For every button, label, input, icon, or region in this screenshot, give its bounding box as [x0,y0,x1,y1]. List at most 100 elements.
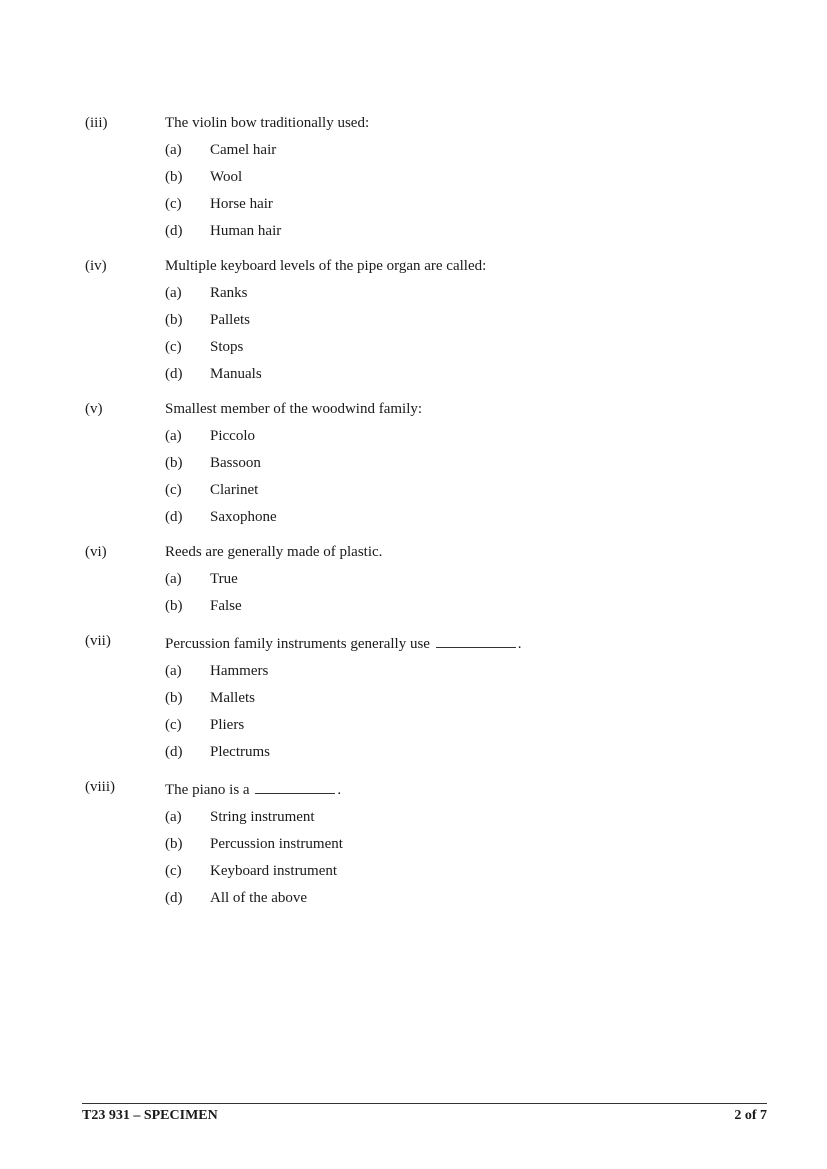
question-stem: Percussion family instruments generally … [165,633,747,653]
question: (vii)Percussion family instruments gener… [85,633,747,761]
option-label: (b) [165,598,210,615]
footer-page-number: 2 of 7 [734,1108,767,1124]
option-label: (c) [165,196,210,213]
option-row: (a)String instrument [165,809,747,826]
option-label: (b) [165,455,210,472]
option-row: (d)Saxophone [165,509,747,526]
footer-doc-id: T23 931 – SPECIMEN [82,1108,218,1124]
question-header: (viii)The piano is a . [85,779,747,799]
option-text: Wool [210,169,242,186]
question-header: (v)Smallest member of the woodwind famil… [85,401,747,418]
options-list: (a)Piccolo(b)Bassoon(c)Clarinet(d)Saxoph… [165,428,747,526]
option-label: (b) [165,690,210,707]
option-label: (c) [165,863,210,880]
option-text: Percussion instrument [210,836,343,853]
page-body: (iii)The violin bow traditionally used:(… [0,0,827,985]
option-row: (b)Mallets [165,690,747,707]
option-label: (a) [165,571,210,588]
option-row: (a)Camel hair [165,142,747,159]
option-row: (b)Bassoon [165,455,747,472]
option-row: (c)Clarinet [165,482,747,499]
option-row: (d)Manuals [165,366,747,383]
option-label: (c) [165,717,210,734]
option-label: (c) [165,482,210,499]
option-row: (b)Pallets [165,312,747,329]
option-text: Clarinet [210,482,258,499]
option-row: (c)Pliers [165,717,747,734]
question-stem-text: The violin bow traditionally used: [165,115,369,131]
option-text: Hammers [210,663,268,680]
option-row: (c)Stops [165,339,747,356]
option-text: All of the above [210,890,307,907]
options-list: (a)String instrument (b)Percussion instru… [165,809,747,907]
question-stem-text: Percussion family instruments generally … [165,636,434,652]
option-row: (d)All of the above [165,890,747,907]
question-stem-suffix: . [518,636,522,652]
option-row: (d)Human hair [165,223,747,240]
questions-list: (iii)The violin bow traditionally used:(… [85,115,747,907]
option-row: (a)Piccolo [165,428,747,445]
option-text: Mallets [210,690,255,707]
question: (iii)The violin bow traditionally used:(… [85,115,747,240]
option-text: Keyboard instrument [210,863,337,880]
option-row: (b)False [165,598,747,615]
option-row: (a)True [165,571,747,588]
question-number: (iv) [85,258,165,275]
question: (v)Smallest member of the woodwind famil… [85,401,747,526]
option-text: Plectrums [210,744,270,761]
option-label: (a) [165,428,210,445]
question-header: (iii)The violin bow traditionally used: [85,115,747,132]
question-stem-suffix: . [337,782,341,798]
question-stem: Smallest member of the woodwind family: [165,401,747,418]
option-label: (b) [165,312,210,329]
question-number: (vii) [85,633,165,650]
option-text: Ranks [210,285,248,302]
question-stem: Multiple keyboard levels of the pipe org… [165,258,747,275]
question-stem-text: Smallest member of the woodwind family: [165,401,422,417]
option-row: (c)Keyboard instrument [165,863,747,880]
option-row: (c)Horse hair [165,196,747,213]
question: (vi)Reeds are generally made of plastic.… [85,544,747,615]
option-label: (d) [165,744,210,761]
question-header: (vii)Percussion family instruments gener… [85,633,747,653]
question-stem: The piano is a . [165,779,747,799]
option-row: (b)Wool [165,169,747,186]
option-text: Piccolo [210,428,255,445]
question-header: (iv)Multiple keyboard levels of the pipe… [85,258,747,275]
option-label: (b) [165,836,210,853]
option-label: (a) [165,142,210,159]
question-number: (iii) [85,115,165,132]
option-text: Camel hair [210,142,276,159]
question-stem-text: Reeds are generally made of plastic. [165,544,382,560]
question-number: (v) [85,401,165,418]
option-text: Bassoon [210,455,261,472]
options-list: (a)Ranks (b)Pallets (c)Stops (d)Manuals [165,285,747,383]
option-label: (d) [165,223,210,240]
option-row: (b)Percussion instrument [165,836,747,853]
option-label: (a) [165,285,210,302]
question-number: (vi) [85,544,165,561]
fill-blank [255,779,335,794]
question-stem: Reeds are generally made of plastic. [165,544,747,561]
question-stem-text: The piano is a [165,782,253,798]
options-list: (a)Camel hair (b)Wool (c)Horse hair (d)Huma… [165,142,747,240]
option-text: False [210,598,242,615]
option-text: String instrument [210,809,315,826]
option-label: (d) [165,366,210,383]
option-text: True [210,571,238,588]
option-text: Human hair [210,223,281,240]
option-label: (d) [165,890,210,907]
question-header: (vi)Reeds are generally made of plastic. [85,544,747,561]
page-footer: T23 931 – SPECIMEN 2 of 7 [82,1103,767,1124]
question-number: (viii) [85,779,165,796]
option-text: Manuals [210,366,262,383]
option-text: Pliers [210,717,244,734]
option-label: (d) [165,509,210,526]
option-row: (d)Plectrums [165,744,747,761]
option-row: (a)Ranks [165,285,747,302]
option-row: (a)Hammers [165,663,747,680]
options-list: (a)True(b)False [165,571,747,615]
question-stem: The violin bow traditionally used: [165,115,747,132]
question-stem-text: Multiple keyboard levels of the pipe org… [165,258,486,274]
question: (iv)Multiple keyboard levels of the pipe… [85,258,747,383]
